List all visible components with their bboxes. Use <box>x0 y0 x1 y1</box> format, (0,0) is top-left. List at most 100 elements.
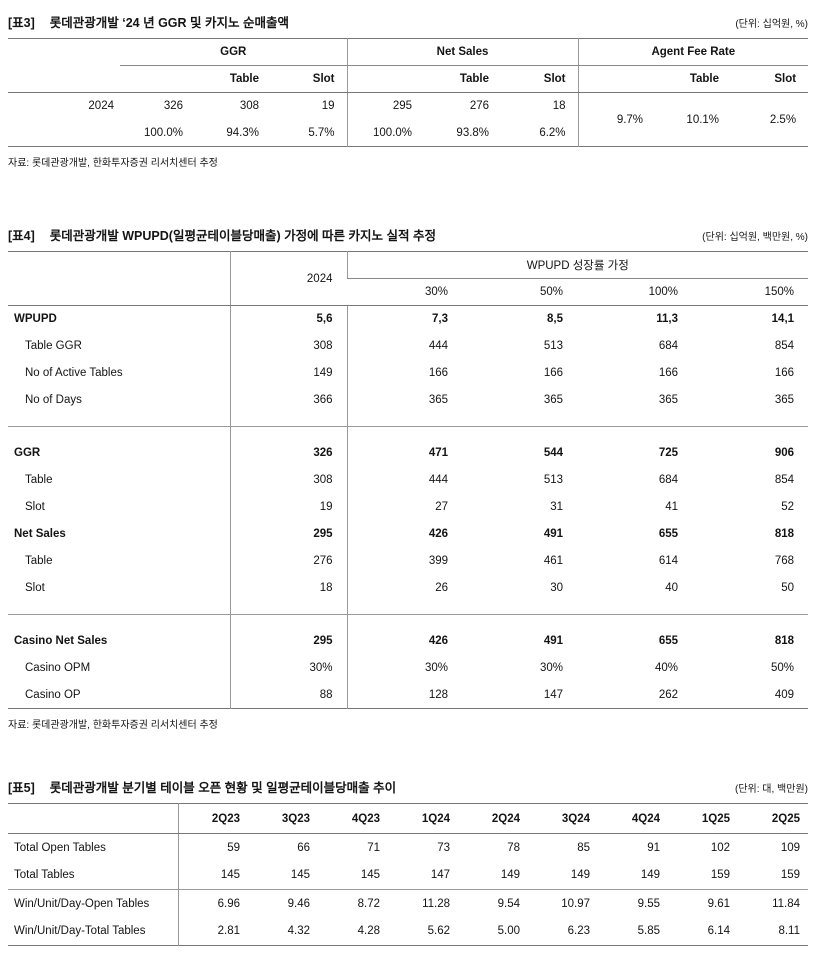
t5-quarter-header: 2Q23 <box>177 803 248 834</box>
table4-section: [표4] 롯데관광개발 WPUPD(일평균테이블당매출) 가정에 따른 카지노 … <box>8 225 809 731</box>
table5-title: 롯데관광개발 분기별 테이블 오픈 현황 및 일평균테이블당매출 추이 <box>49 781 397 795</box>
t5-row: Total Tables 145 145 145 147 149 149 149 159 159 <box>8 861 808 890</box>
t4-growth-col-header: 150% <box>692 278 809 306</box>
t4-value-cell: 768 <box>774 555 795 567</box>
t5-value-cell: 91 <box>647 841 660 854</box>
t4-row-label: No of Active Tables <box>25 367 123 379</box>
t5-value-cell: 5.62 <box>427 925 450 938</box>
t4-row: Slot 18 26 30 40 50 <box>8 574 808 602</box>
t4-value-cell: 50% <box>771 662 795 674</box>
t5-value-cell: 145 <box>360 869 380 882</box>
t3-subcolumn-header: Table <box>424 65 502 93</box>
t3-share-cell: 6.2% <box>539 126 566 139</box>
t5-value-cell: 102 <box>710 841 730 854</box>
t4-value-cell: 27 <box>346 493 462 521</box>
t4-value-cell: 308 <box>229 466 347 494</box>
t4-section-break <box>8 614 809 628</box>
t4-row-label: Casino Net Sales <box>14 635 108 647</box>
table3-source: 자료: 롯데관광개발, 한화투자증권 리서치센터 추정 <box>8 158 218 169</box>
t3-value-cell: 308 <box>239 100 259 113</box>
t4-value-cell: 5,6 <box>229 305 347 333</box>
table4-title: 롯데관광개발 WPUPD(일평균테이블당매출) 가정에 따른 카지노 실적 추정 <box>49 229 436 243</box>
t3-share-cell: 100.0% <box>143 126 183 139</box>
t4-growth-group-header: WPUPD 성장률 가정 <box>346 251 809 279</box>
table4-title-row: [표4] 롯데관광개발 WPUPD(일평균테이블당매출) 가정에 따른 카지노 … <box>8 225 808 244</box>
t5-value-cell: 66 <box>297 841 310 854</box>
table5-unit: (단위: 대, 백만원) <box>735 784 808 795</box>
t3-share-cell: 100.0% <box>346 119 425 147</box>
t4-value-cell: 308 <box>229 332 347 360</box>
t4-value-cell: 295 <box>229 520 347 548</box>
t4-value-cell: 491 <box>543 635 563 647</box>
t3-share-cell: 5.7% <box>308 126 335 139</box>
t5-value-cell: 9.46 <box>248 889 318 918</box>
t5-value-cell: 10.97 <box>528 889 598 918</box>
t5-row-label: Total Tables <box>14 869 75 882</box>
t4-value-cell: 818 <box>774 528 795 540</box>
t5-quarter-header: 2Q25 <box>738 803 808 834</box>
t3-share-cell: 93.8% <box>456 126 490 139</box>
t5-value-cell: 73 <box>437 841 450 854</box>
table4-tag: [표4] <box>8 229 35 243</box>
t3-empty-header <box>346 65 425 93</box>
t4-value-cell: 854 <box>774 340 795 352</box>
t3-agent-fee-cell: 9.7% <box>577 92 656 147</box>
t4-value-cell: 491 <box>543 528 563 540</box>
t4-value-cell: 8,5 <box>547 313 563 326</box>
t4-value-cell: 18 <box>229 574 347 602</box>
t4-value-cell: 7,3 <box>346 305 462 333</box>
t3-subcolumn-header: Slot <box>731 65 809 93</box>
t3-agent-fee-cell: 10.1% <box>686 113 720 126</box>
t4-value-cell: 655 <box>658 528 678 540</box>
t5-row-label: Win/Unit/Day-Total Tables <box>14 925 146 938</box>
t4-value-cell: 614 <box>658 555 678 567</box>
t4-col-2024-header: 2024 <box>229 251 347 306</box>
t4-value-cell: 262 <box>658 688 678 701</box>
t4-row: GGR 326 471 544 725 906 <box>8 439 808 467</box>
t4-value-cell: 30% <box>229 654 347 682</box>
t4-value-cell: 426 <box>346 627 462 655</box>
t5-quarter-header: 1Q25 <box>668 803 738 834</box>
t3-subcolumn-header: Slot <box>501 65 579 93</box>
t5-value-cell: 4.32 <box>287 925 310 938</box>
t4-value-cell: 444 <box>346 332 462 360</box>
t3-value-cell: 19 <box>321 100 335 113</box>
t5-row: Win/Unit/Day-Open Tables 6.96 9.46 8.72 11.2… <box>8 889 808 918</box>
t5-value-cell: 71 <box>367 841 380 854</box>
t4-row: Table GGR 308 444 513 684 854 <box>8 332 808 360</box>
t5-value-cell: 145 <box>177 861 248 890</box>
t3-subcolumn-header: Slot <box>271 65 348 93</box>
t4-value-cell: 365 <box>543 394 563 406</box>
table5-title-row: [표5] 롯데관광개발 분기별 테이블 오픈 현황 및 일평균테이블당매출 추이… <box>8 777 808 796</box>
table4-source: 자료: 롯데관광개발, 한화투자증권 리서치센터 추정 <box>8 720 218 731</box>
t4-value-cell: 19 <box>229 493 347 521</box>
t4-value-cell: 513 <box>543 474 563 486</box>
t4-row: Casino OPM 30% 30% 30% 40% 50% <box>8 654 808 682</box>
t5-row: Win/Unit/Day-Total Tables 2.81 4.32 4.28 5.6… <box>8 917 808 946</box>
t4-row: Slot 19 27 31 41 52 <box>8 493 808 521</box>
t5-row-label: Total Open Tables <box>14 841 106 854</box>
t5-value-cell: 145 <box>290 869 310 882</box>
t4-row-label: Casino OP <box>25 688 81 701</box>
t5-value-cell: 5.85 <box>637 925 660 938</box>
t4-row: Net Sales 295 426 491 655 818 <box>8 520 808 548</box>
t4-section-break <box>8 413 809 427</box>
t4-value-cell: 52 <box>781 501 795 513</box>
t4-value-cell: 149 <box>229 359 347 387</box>
t5-value-cell: 6.96 <box>177 889 248 918</box>
t4-value-cell: 684 <box>658 474 678 486</box>
t5-value-cell: 8.11 <box>778 925 800 938</box>
t4-value-cell: 326 <box>229 439 347 467</box>
t4-row: No of Days 366 365 365 365 365 <box>8 386 808 414</box>
table4-unit: (단위: 십억원, 백만원, %) <box>702 232 808 243</box>
t4-row-label: Slot <box>25 501 45 513</box>
ggr-net-sales-table: GGR Net Sales Agent Fee Rate Table Slot Table… <box>8 38 809 147</box>
table3-unit: (단위: 십억원, %) <box>735 19 808 30</box>
t4-value-cell: 30 <box>550 582 563 594</box>
t5-quarter-header: 2Q24 <box>458 803 528 834</box>
t5-value-cell: 149 <box>640 869 660 882</box>
t4-value-cell: 41 <box>665 501 678 513</box>
t4-value-cell: 544 <box>543 447 563 459</box>
t4-value-cell: 128 <box>346 681 462 709</box>
